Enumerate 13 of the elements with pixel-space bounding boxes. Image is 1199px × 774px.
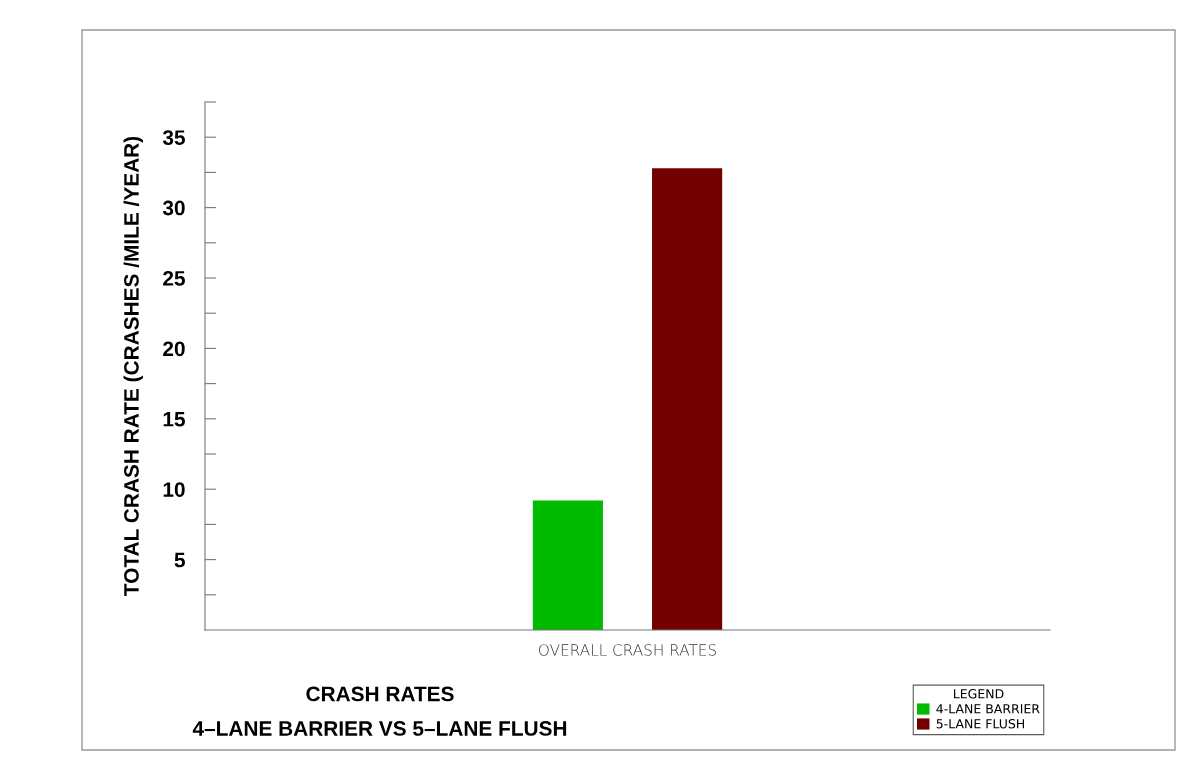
y-tick-label: 20 [163,341,185,357]
y-tick-label: 5 [174,552,185,568]
y-tick-label: 30 [162,200,185,216]
text: CRASH RATES 4–LANE BARRIER VS 5–LANE FLUSH [192,686,567,736]
legend-label: 5-LANE FLUSH [936,719,1025,729]
legend-label: 4-LANE BARRIER [936,704,1040,714]
legend-title: LEGEND [954,689,1004,699]
y-tick-label: 10 [163,482,185,497]
x-tick-label: OVERALL CRASH RATES [539,644,716,656]
y-tick-label: 15 [163,412,185,427]
y-tick-label: 25 [163,271,185,286]
y-tick-label: 35 [162,130,185,145]
y-axis-title: TOTAL CRASH RATE (CRASHES /MILE /YEAR) [123,136,143,596]
